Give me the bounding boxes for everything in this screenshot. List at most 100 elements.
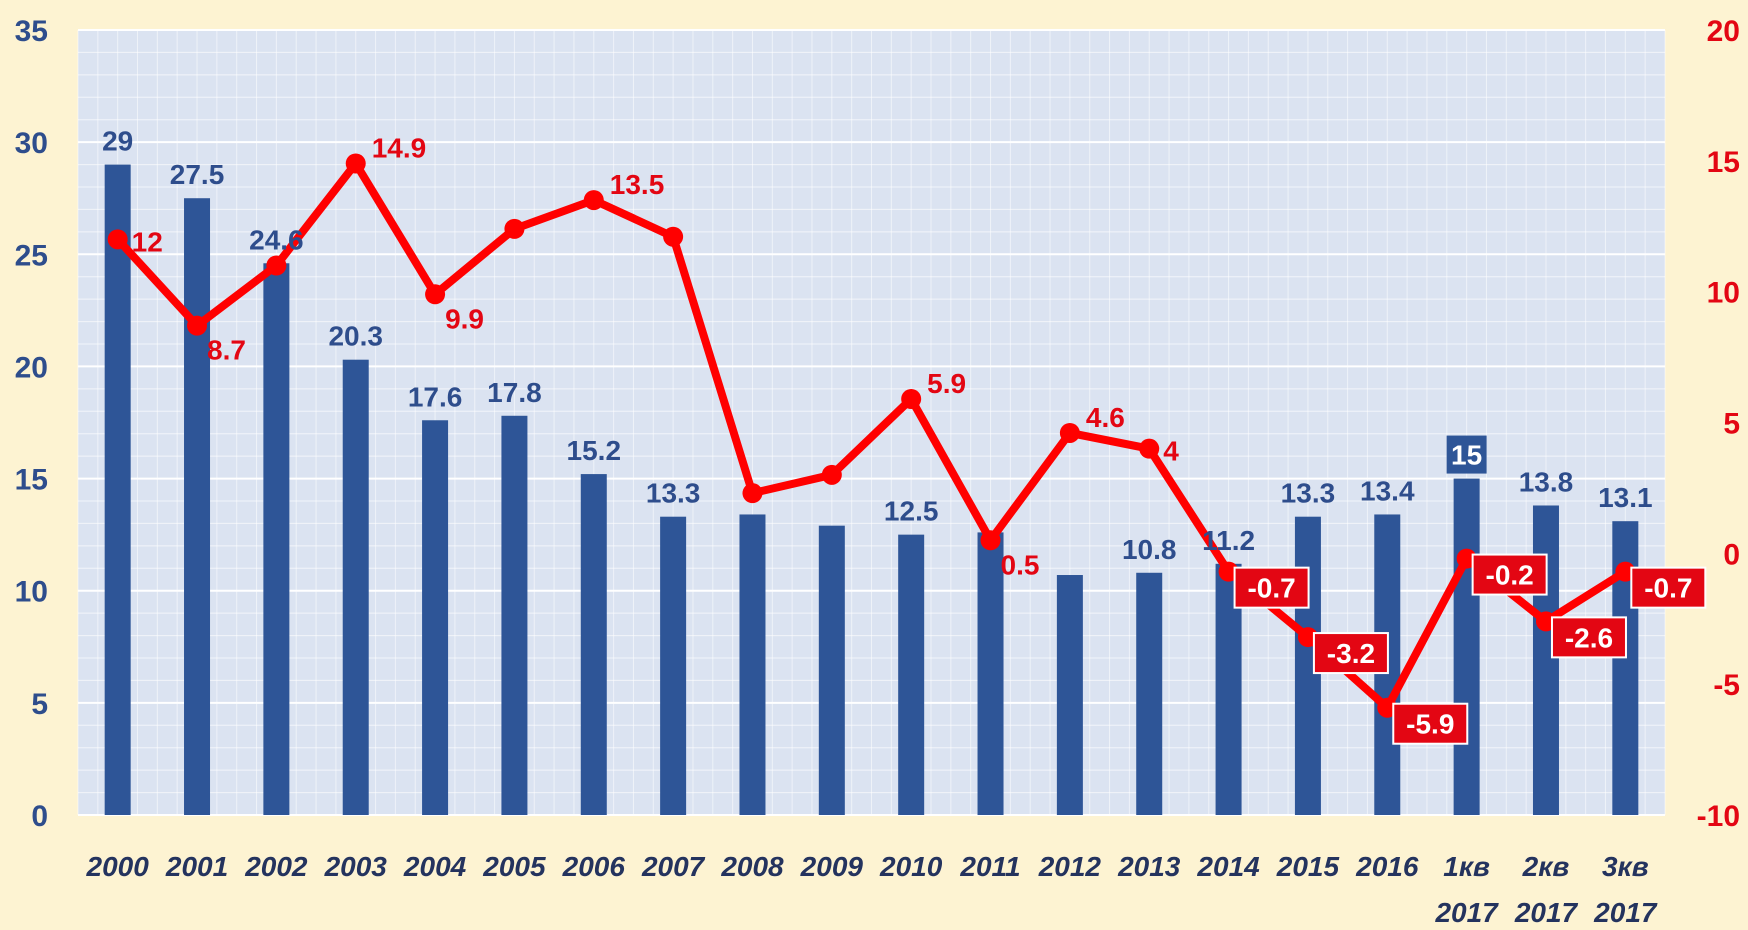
line-point [980,530,1001,551]
bar-data-label: 12.5 [884,496,939,527]
left-axis-tick-label: 0 [31,800,48,833]
bar [739,514,766,815]
bar-data-label: 29 [102,126,133,157]
left-axis-tick-label: 5 [31,688,48,721]
left-axis-tick-label: 35 [15,15,48,48]
bar-data-label: 13.3 [646,478,701,509]
line-point [425,284,446,305]
bar [898,534,925,815]
bar [184,198,211,815]
category-label: 2005 [482,851,546,882]
category-label: 2014 [1196,851,1260,882]
bar-label-box [1446,435,1487,474]
category-label: 2016 [1355,851,1419,882]
bar-data-label: 13.4 [1360,475,1415,506]
category-label: 2011 [959,851,1020,882]
category-label: 2000 [86,851,150,882]
bar-data-label: 15.2 [567,435,622,466]
gridlines [77,29,1666,816]
line-data-label: -0.7 [1247,573,1295,604]
bar-data-labels: 29 27.5 24.6 20.3 17.6 17.8 15.2 13.3 12.5 10.8 11… [102,126,1652,565]
bar [1532,505,1559,815]
category-label: 2001 [165,851,228,882]
bar [422,420,449,815]
bar-series [104,164,1639,816]
line-label-box [1392,702,1469,745]
category-label: 2012 [1038,851,1102,882]
line-point [187,315,208,336]
line-point [901,388,922,409]
line-data-label: 5.9 [927,368,966,399]
category-label: 2013 [1117,851,1181,882]
line-data-labels: 12 8.7 14.9 9.9 13.5 5.9 0.5 4.6 4 -0.7 -3.2 -5.9 -0… [132,132,1707,745]
bar-data-label: 15 [1451,440,1482,471]
category-label: 2009 [800,851,864,882]
x-axis: 2000 2001 2002 2003 2004 2005 2006 2007 2008 2009… [86,851,1658,928]
left-y-axis: 0 5 10 15 20 25 30 35 [15,15,48,833]
bar-data-label: 10.8 [1122,534,1177,565]
bar-data-label: 11.2 [1202,525,1255,556]
line-data-label: -2.6 [1565,622,1613,653]
line-label-box [1233,566,1310,609]
line-point [1059,422,1080,443]
category-label: 3кв 2017 [1593,851,1658,928]
right-axis-tick-label: 0 [1723,538,1740,571]
bar-data-label: 27.5 [170,159,225,190]
category-label: 2004 [403,851,467,882]
line-point [663,226,684,247]
bar-data-label: 20.3 [328,321,383,352]
line-data-label: 9.9 [445,303,484,334]
left-axis-tick-label: 10 [15,576,48,609]
right-axis-tick-label: 15 [1707,146,1740,179]
left-axis-tick-label: 20 [15,351,48,384]
bar [1136,572,1163,815]
line-data-label: 4.6 [1086,402,1125,433]
line-data-label: -0.2 [1486,560,1534,591]
left-axis-tick-label: 15 [15,464,48,497]
line-data-label: -3.2 [1327,638,1375,669]
category-label: 2кв 2017 [1514,851,1579,928]
bar-data-label: 24.6 [249,224,304,255]
category-label: 2003 [324,851,388,882]
line-label-box [1312,632,1389,675]
category-label: 2006 [562,851,626,882]
line-data-label: 4 [1163,436,1179,467]
right-axis-tick-label: 20 [1707,15,1740,48]
category-label: 2007 [641,851,706,882]
line-label-box [1550,616,1627,659]
line-label-box [1630,566,1707,609]
left-axis-tick-label: 25 [15,239,48,272]
category-label: 2008 [720,851,784,882]
bar [580,474,607,815]
bar-data-label: 13.3 [1281,478,1336,509]
line-data-label: 0.5 [1001,549,1040,580]
line-data-label: -0.7 [1644,573,1692,604]
bar-data-label: 17.8 [487,377,542,408]
left-axis-tick-label: 30 [15,127,48,160]
line-point [742,483,763,504]
category-label: 1кв 2017 [1434,851,1499,928]
line-point [1139,438,1160,459]
bar-data-label: 13.1 [1598,482,1653,513]
line-path [113,159,1630,712]
right-axis-tick-label: 10 [1707,277,1740,310]
right-y-axis: -10 -5 0 5 10 15 20 [1697,15,1740,833]
bar [263,263,290,815]
line-point [583,190,604,211]
bar [342,359,369,815]
bar-data-label: 17.6 [408,381,463,412]
category-label: 2002 [244,851,308,882]
bar [1056,575,1083,815]
category-label: 2015 [1276,851,1340,882]
line-data-label: 12 [132,226,163,257]
bar [660,516,687,815]
bar [977,532,1004,815]
bar [818,525,845,815]
line-data-label: 14.9 [372,132,427,163]
line-point [821,464,842,485]
right-axis-tick-label: 5 [1723,408,1740,441]
line-data-label: 8.7 [207,335,246,366]
line-point [345,153,366,174]
bar [501,415,528,815]
bar [104,164,131,816]
